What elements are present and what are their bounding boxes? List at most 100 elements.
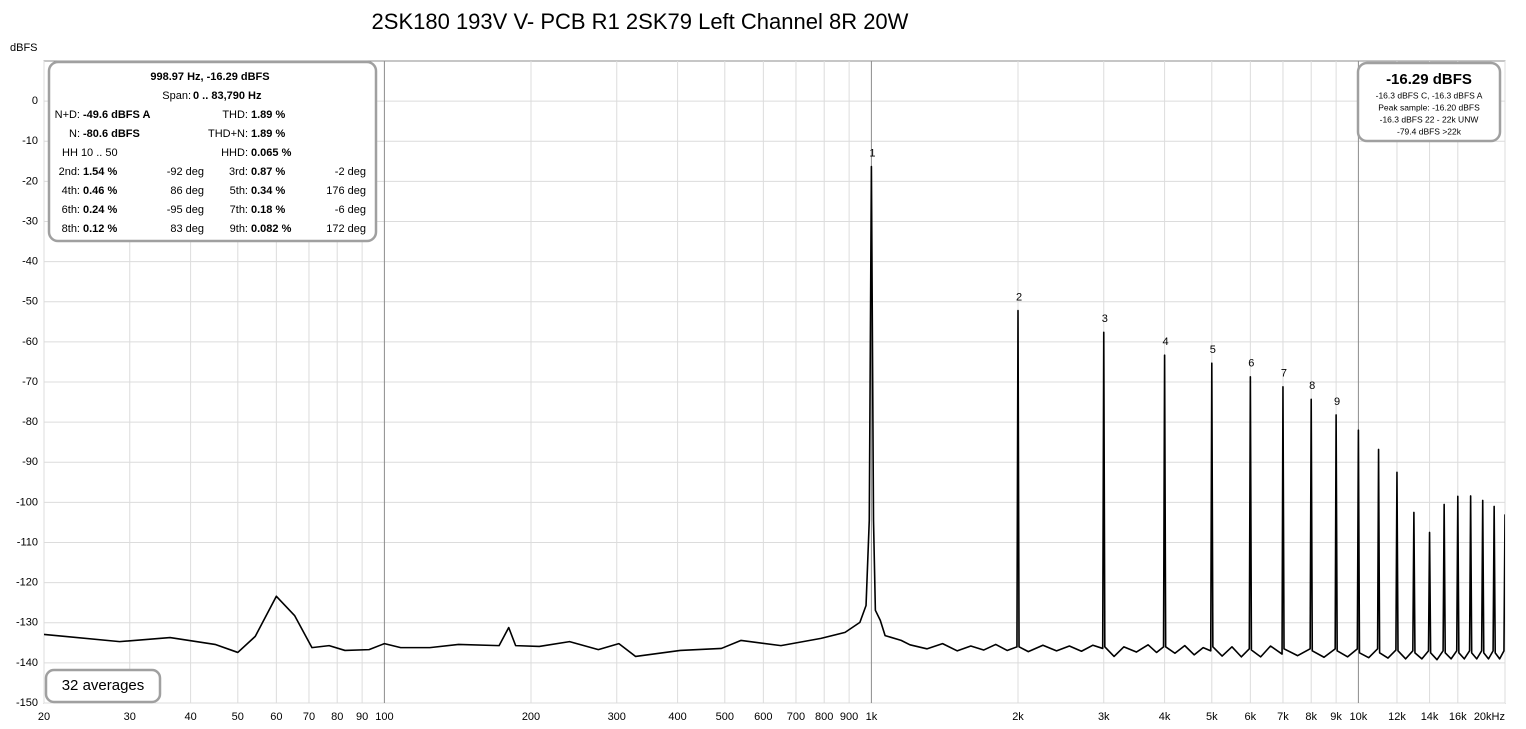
x-tick-label: 14k — [1421, 711, 1439, 723]
x-tick-label: 500 — [716, 711, 734, 723]
chart-title: 2SK180 193V V- PCB R1 2SK79 Left Channel… — [372, 9, 909, 34]
x-tick-label: 20 — [38, 711, 50, 723]
y-tick-label: -90 — [22, 456, 38, 468]
readout-value: 0.18 % — [251, 204, 285, 216]
readout-phase: -92 deg — [167, 166, 204, 178]
x-tick-label: 50 — [232, 711, 244, 723]
readout-label: HH 10 .. 50 — [62, 147, 118, 159]
readout-label: 6th: — [62, 204, 80, 216]
x-tick-label: 300 — [608, 711, 626, 723]
readout-label: N+D: — [55, 109, 80, 121]
x-tick-label: 600 — [754, 711, 772, 723]
readout-value: 0.12 % — [83, 223, 117, 235]
readout-phase: -6 deg — [335, 204, 366, 216]
overlay: 0 -10 -20 -30 -40 -50 -60 -70 -80 -90 -100 -110 -120… — [16, 60, 1505, 723]
x-tick-label: 5k — [1206, 711, 1218, 723]
x-tick-label: 100 — [375, 711, 393, 723]
readout-header: 998.97 Hz, -16.29 dBFS — [150, 71, 269, 83]
readout-label: HHD: — [221, 147, 248, 159]
y-tick-label: -150 — [16, 697, 38, 709]
readout-label: 3rd: — [229, 166, 248, 178]
x-tick-label: 7k — [1277, 711, 1289, 723]
readout-value: -49.6 dBFS A — [83, 109, 150, 121]
level-line: -79.4 dBFS >22k — [1397, 126, 1462, 136]
y-tick-label: -80 — [22, 416, 38, 428]
x-tick-label: 16k — [1449, 711, 1467, 723]
readout-value: 0.065 % — [251, 147, 292, 159]
harmonic-label: 9 — [1334, 396, 1340, 408]
y-tick-label: -70 — [22, 376, 38, 388]
readout-label: THD+N: — [208, 128, 248, 140]
readout-label: THD: — [222, 109, 248, 121]
y-tick-label: -100 — [16, 496, 38, 508]
readout-label: N: — [69, 128, 80, 140]
averages-box — [44, 668, 162, 704]
readout-label: 9th: — [230, 223, 248, 235]
harmonic-label: 7 — [1281, 368, 1287, 380]
readout-phase: 83 deg — [170, 223, 204, 235]
x-tick-label: 70 — [303, 711, 315, 723]
x-tick-label: 3k — [1098, 711, 1110, 723]
x-tick-label: 900 — [840, 711, 858, 723]
x-tick-label: 9k — [1330, 711, 1342, 723]
y-tick-label: -110 — [17, 536, 38, 548]
y-tick-label: -20 — [22, 175, 38, 187]
y-tick-label: -120 — [16, 577, 38, 589]
harmonic-label: 2 — [1016, 291, 1022, 303]
readout-value: 0.87 % — [251, 166, 285, 178]
y-tick-label: -30 — [22, 215, 38, 227]
readout-span: 0 .. 83,790 Hz — [193, 90, 262, 102]
x-tick-label: 10k — [1350, 711, 1368, 723]
x-tick-label: 8k — [1305, 711, 1317, 723]
harmonic-label: 8 — [1309, 380, 1315, 392]
readout-label: 4th: — [62, 185, 80, 197]
readout-label: 2nd: — [59, 166, 80, 178]
readout-value: -80.6 dBFS — [83, 128, 140, 140]
readout-box — [47, 60, 378, 243]
readout-phase: 176 deg — [326, 185, 366, 197]
harmonic-label: 6 — [1248, 358, 1254, 370]
readout-label: 7th: — [230, 204, 248, 216]
readout-phase: -95 deg — [167, 204, 204, 216]
x-tick-label: 20kHz — [1474, 711, 1505, 723]
y-tick-label: -50 — [22, 296, 38, 308]
level-line: Peak sample: -16.20 dBFS — [1378, 102, 1480, 112]
averages: 32 averages — [62, 677, 145, 694]
y-tick-label: -130 — [16, 617, 38, 629]
x-tick-label: 6k — [1245, 711, 1257, 723]
x-tick-label: 60 — [270, 711, 282, 723]
readout-span-label: Span: — [162, 90, 191, 102]
grid — [43, 61, 1506, 704]
harmonic-label: 3 — [1102, 313, 1108, 325]
readout-label: 8th: — [62, 223, 80, 235]
x-tick-label: 2k — [1012, 711, 1024, 723]
y-axis-label: dBFS — [10, 42, 38, 54]
readout-value: 1.89 % — [251, 109, 285, 121]
readout-value: 0.24 % — [83, 204, 117, 216]
level-main: -16.29 dBFS — [1386, 71, 1472, 88]
level-box — [1356, 61, 1502, 143]
x-tick-label: 80 — [331, 711, 343, 723]
spectrum-line — [44, 165, 1505, 661]
harmonic-label: 5 — [1210, 344, 1216, 356]
readout-phase: 86 deg — [170, 185, 204, 197]
data — [44, 165, 1505, 661]
x-tick-label: 700 — [787, 711, 805, 723]
x-tick-label: 200 — [522, 711, 540, 723]
x-tick-label: 1k — [866, 711, 878, 723]
y-tick-label: -10 — [22, 135, 38, 147]
x-tick-label: 30 — [124, 711, 136, 723]
readout-label: 5th: — [230, 185, 248, 197]
y-tick-label: -140 — [16, 657, 38, 669]
y-tick-label: -60 — [22, 336, 38, 348]
y-tick-label: -40 — [22, 256, 38, 268]
harmonic-label: 1 — [869, 147, 875, 159]
readout-value: 1.89 % — [251, 128, 285, 140]
readout-value: 1.54 % — [83, 166, 117, 178]
level-line: -16.3 dBFS C, -16.3 dBFS A — [1376, 90, 1483, 100]
x-tick-label: 90 — [356, 711, 368, 723]
readout-value: 0.34 % — [251, 185, 285, 197]
readout-phase: -2 deg — [335, 166, 366, 178]
